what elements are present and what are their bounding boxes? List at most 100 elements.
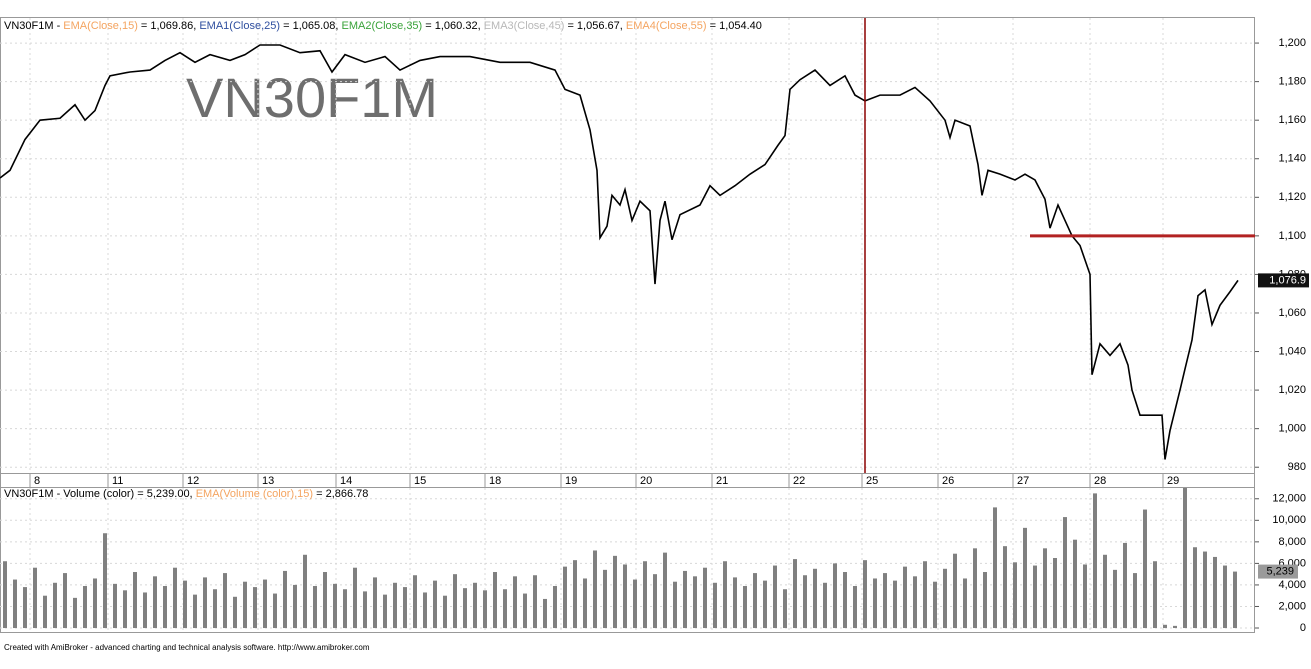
x-tick-label: 26 [942,475,954,487]
header-part: VN30F1M - Volume (color) = 5,239.00, [4,488,196,500]
volume-bar [1013,562,1017,629]
volume-bar [513,576,517,629]
header-part: = 1,069.86, [138,20,199,32]
y-tick-label: 1,200 [1278,37,1306,49]
x-tick-label: 13 [262,475,274,487]
volume-bar [1203,551,1207,629]
header-part: EMA(Close,15) [63,20,138,32]
y-tick-label: 980 [1288,461,1306,473]
volume-bar [1183,488,1187,629]
volume-bar [633,579,637,629]
x-tick-label: 11 [112,475,123,487]
volume-bar [653,574,657,629]
volume-bar [53,582,57,629]
volume-bar [343,589,347,629]
volume-bar [1233,571,1237,629]
header-part: EMA(Volume (color),15) [196,488,313,500]
volume-bar [83,586,87,629]
volume-bar [783,589,787,629]
volume-bar [1053,558,1057,629]
volume-bar [1023,527,1027,629]
header-part: EMA1(Close,25) [199,20,280,32]
volume-bar [463,588,467,629]
volume-bar [73,597,77,629]
header-part: EMA3(Close,45) [484,20,565,32]
volume-bar [573,560,577,629]
volume-bar [983,572,987,629]
volume-bar [563,566,567,629]
volume-bar [1033,565,1037,629]
volume-bar [183,580,187,629]
volume-bar [703,567,707,629]
volume-bar [903,566,907,629]
volume-bar [973,548,977,629]
footer: Created with AmiBroker - advanced charti… [4,643,370,652]
x-tick-label: 8 [34,475,40,487]
header-part: = 2,866.78 [313,488,368,500]
volume-bar [483,590,487,629]
pane-header: VN30F1M - Volume (color) = 5,239.00, EMA… [4,488,368,500]
volume-bar [1113,569,1117,629]
volume-bar [383,594,387,629]
volume-bar [1073,539,1077,629]
last-value-label: 5,239 [1266,565,1294,577]
volume-bar [593,550,597,629]
volume-bar [943,568,947,629]
x-tick-label: 27 [1017,475,1029,487]
volume-bar [873,578,877,629]
volume-bar [763,580,767,629]
volume-bar [63,573,67,629]
volume-bar [453,574,457,629]
volume-bar [723,561,727,629]
x-tick-label: 28 [1094,475,1106,487]
volume-bar [603,569,607,629]
volume-bar [133,572,137,629]
volume-bar [243,581,247,629]
volume-bar [823,582,827,629]
header-part: EMA2(Close,35) [342,20,423,32]
volume-bar [123,590,127,629]
header-part: = 1,065.08, [280,20,341,32]
volume-bar [773,565,777,629]
volume-bar [283,570,287,629]
volume-bar [253,587,257,629]
volume-bar [473,582,477,629]
volume-bar [173,567,177,629]
volume-bar [323,572,327,629]
volume-bar [393,582,397,629]
volume-bar [1083,564,1087,629]
volume-bar [1223,565,1227,629]
volume-bar [743,586,747,629]
volume-bar [543,598,547,629]
x-tick-label: 25 [866,475,878,487]
volume-bar [623,564,627,629]
volume-bar [103,533,107,629]
volume-bar [333,583,337,629]
volume-bar [1213,556,1217,629]
y-tick-label: 1,140 [1278,153,1306,165]
volume-bar [1063,517,1067,629]
y-tick-label: 1,040 [1278,345,1306,357]
volume-bar [1133,573,1137,629]
volume-bar [263,579,267,629]
last-value-label: 1,076.9 [1269,274,1306,286]
volume-bar [213,589,217,629]
x-tick-label: 15 [414,475,426,487]
x-tick-label: 20 [640,475,652,487]
volume-bar [753,573,757,629]
y-tick-label: 1,060 [1278,307,1306,319]
volume-bar [1173,625,1177,629]
volume-bar [643,561,647,629]
volume-bar [363,591,367,629]
volume-bar [963,578,967,629]
y-tick-label: 8,000 [1278,536,1306,548]
volume-bar [13,579,17,629]
volume-bar [893,580,897,629]
volume-bar [1103,554,1107,629]
volume-bar [663,552,667,629]
volume-bar [883,573,887,629]
y-tick-label: 1,160 [1278,114,1306,126]
volume-bar [923,561,927,629]
volume-bar [223,573,227,629]
